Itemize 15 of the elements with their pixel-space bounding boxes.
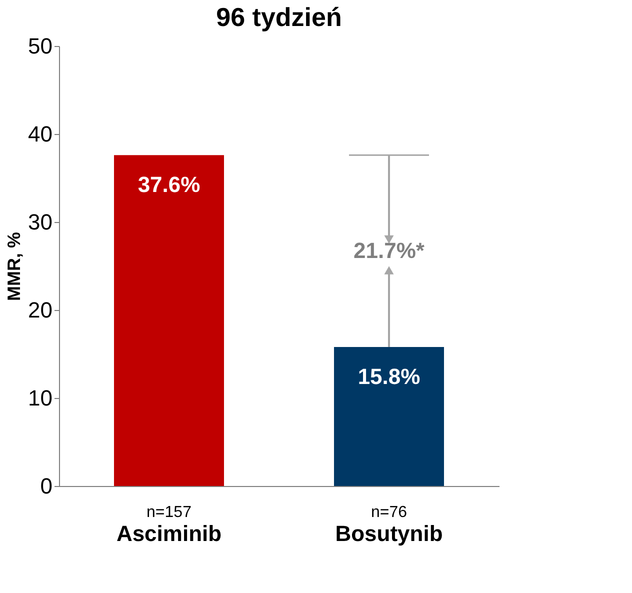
y-tick-label: 30 — [28, 210, 52, 234]
data-label: 37.6% — [138, 172, 200, 198]
y-tick-label: 0 — [40, 474, 52, 498]
y-tick-label: 40 — [28, 122, 52, 146]
chart-title: 96 tydzień — [216, 2, 342, 32]
y-tick-label: 50 — [28, 34, 52, 58]
y-tick-label: 10 — [28, 386, 52, 410]
y-tick-label: 20 — [28, 298, 52, 322]
text: n=157 — [146, 504, 192, 521]
y-axis-title: MMR, % — [4, 232, 24, 301]
x-tick-label: Bosutynib — [335, 521, 443, 546]
x-tick-label: Asciminib — [116, 521, 222, 546]
data-label: 15.8% — [358, 364, 420, 389]
annotation: 21.7%* — [354, 238, 425, 264]
text: n=76 — [370, 504, 408, 521]
